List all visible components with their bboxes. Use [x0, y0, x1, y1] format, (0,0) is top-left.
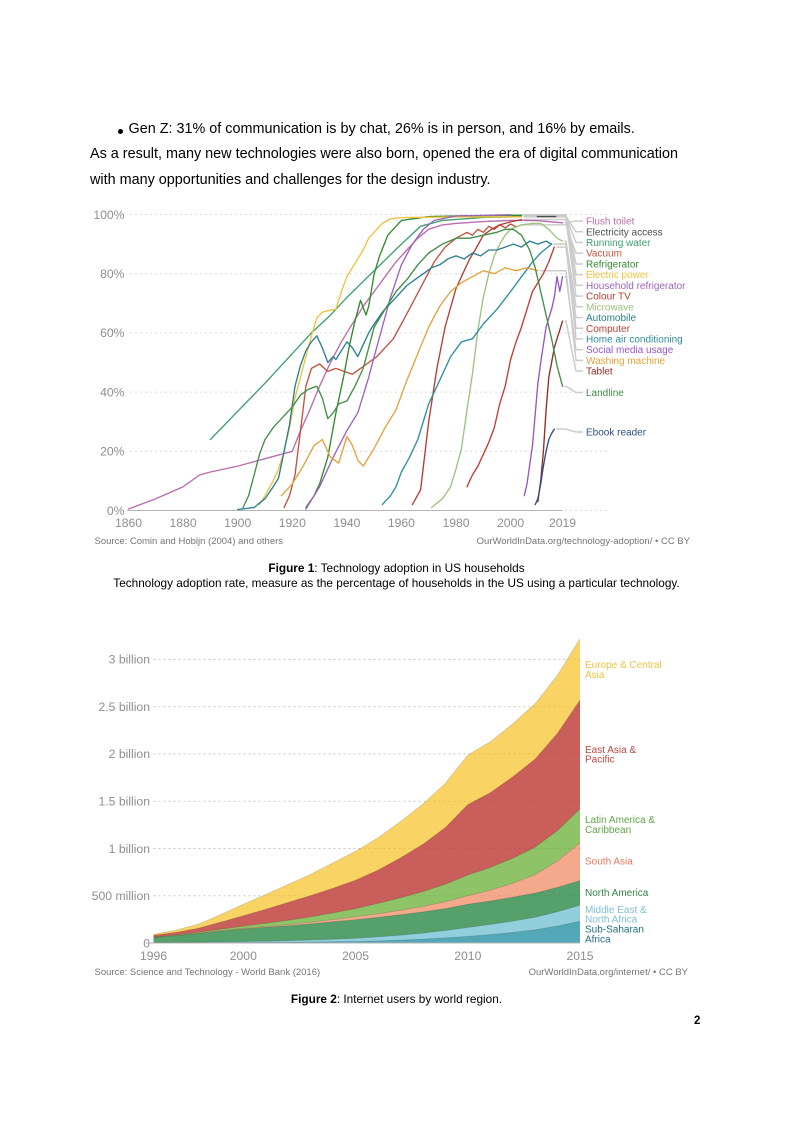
svg-text:Home air conditioning: Home air conditioning: [586, 335, 683, 346]
svg-text:100%: 100%: [93, 208, 124, 222]
svg-text:1860: 1860: [115, 516, 142, 530]
svg-text:Middle East &: Middle East &: [585, 905, 647, 916]
svg-text:Landline: Landline: [586, 388, 624, 399]
svg-text:60%: 60%: [100, 326, 125, 340]
svg-text:Computer: Computer: [586, 324, 631, 335]
svg-text:Electricity access: Electricity access: [586, 227, 663, 238]
svg-text:1880: 1880: [170, 516, 197, 530]
svg-text:2000: 2000: [230, 949, 257, 963]
svg-text:20%: 20%: [100, 445, 125, 459]
svg-text:1960: 1960: [388, 516, 415, 530]
svg-text:2019: 2019: [549, 516, 576, 530]
svg-text:2 billion: 2 billion: [109, 747, 150, 761]
svg-text:Automobile: Automobile: [586, 313, 636, 324]
svg-text:Flush toilet: Flush toilet: [586, 217, 635, 228]
svg-text:2010: 2010: [454, 949, 481, 963]
svg-text:Asia: Asia: [585, 670, 605, 681]
svg-text:Vacuum: Vacuum: [586, 249, 622, 260]
svg-text:South Asia: South Asia: [585, 857, 633, 868]
svg-text:80%: 80%: [100, 267, 125, 281]
svg-text:Running water: Running water: [586, 238, 651, 249]
svg-text:3 billion: 3 billion: [109, 653, 150, 667]
svg-text:Ebook reader: Ebook reader: [586, 428, 647, 439]
svg-text:Caribbean: Caribbean: [585, 825, 631, 836]
svg-text:1.5 billion: 1.5 billion: [99, 795, 151, 809]
svg-text:Africa: Africa: [585, 934, 611, 945]
svg-text:1996: 1996: [140, 949, 167, 963]
svg-text:2.5 billion: 2.5 billion: [99, 700, 151, 714]
svg-text:2000: 2000: [497, 516, 524, 530]
svg-text:Latin America &: Latin America &: [585, 815, 655, 826]
svg-text:2005: 2005: [342, 949, 369, 963]
svg-text:0%: 0%: [107, 504, 125, 518]
svg-text:Social media usage: Social media usage: [586, 345, 674, 356]
svg-text:Pacific: Pacific: [585, 754, 614, 765]
svg-text:2015: 2015: [566, 949, 593, 963]
svg-text:40%: 40%: [100, 385, 125, 399]
svg-text:Sub-Saharan: Sub-Saharan: [585, 925, 644, 936]
svg-text:1 billion: 1 billion: [109, 842, 150, 856]
svg-text:Electric power: Electric power: [586, 270, 649, 281]
svg-text:500 million: 500 million: [92, 889, 150, 903]
svg-text:Household refrigerator: Household refrigerator: [586, 281, 686, 292]
svg-text:1940: 1940: [333, 516, 360, 530]
svg-text:Tablet: Tablet: [586, 367, 613, 378]
svg-text:1920: 1920: [279, 516, 306, 530]
svg-text:Washing machine: Washing machine: [586, 356, 666, 367]
svg-text:Microwave: Microwave: [586, 302, 634, 313]
svg-text:Refrigerator: Refrigerator: [586, 260, 639, 271]
svg-text:North Africa: North Africa: [585, 915, 638, 926]
svg-text:1900: 1900: [224, 516, 251, 530]
svg-text:North America: North America: [585, 888, 649, 899]
svg-text:East Asia &: East Asia &: [585, 745, 636, 756]
svg-text:1980: 1980: [442, 516, 469, 530]
svg-text:Europe & Central: Europe & Central: [585, 660, 662, 671]
svg-text:Colour TV: Colour TV: [586, 292, 631, 303]
